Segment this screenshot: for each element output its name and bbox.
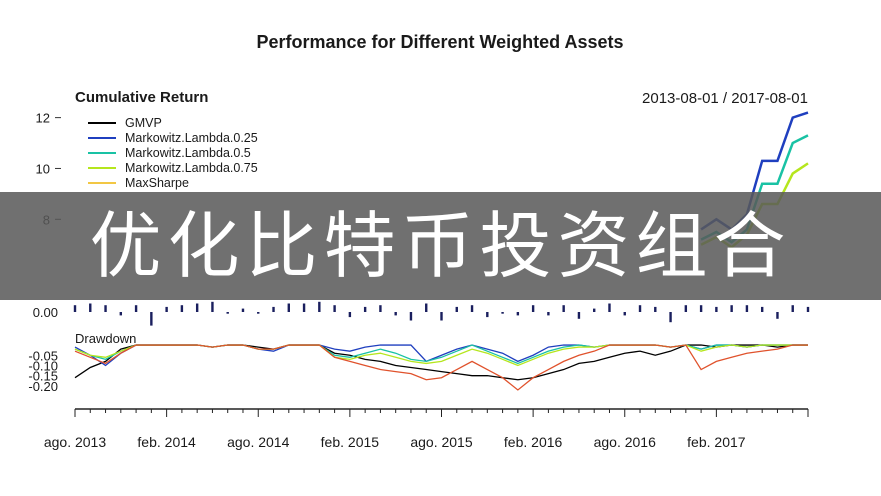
return-bar: [425, 303, 428, 312]
return-bar: [699, 305, 703, 312]
return-bar: [623, 312, 626, 316]
return-bar: [89, 303, 92, 312]
date-range-label: 2013-08-01 / 2017-08-01: [642, 90, 808, 107]
drawdown-y-tick: -0.20: [28, 379, 58, 394]
x-axis-tick-label: ago. 2014: [227, 434, 289, 450]
legend-label: Markowitz.Lambda.0.75: [125, 161, 258, 175]
x-axis-tick-label: ago. 2013: [44, 434, 106, 450]
return-bar: [104, 305, 107, 312]
cumulative-return-y-tick: 10: [36, 161, 50, 176]
return-bar: [379, 305, 382, 312]
return-bar: [363, 306, 367, 312]
return-bar: [577, 312, 581, 319]
return-bar: [409, 312, 413, 321]
x-axis-tick-label: ago. 2015: [410, 434, 472, 450]
return-bar: [593, 308, 596, 312]
drawdown-title: Drawdown: [75, 331, 136, 346]
return-bar: [440, 312, 443, 321]
return-bar: [180, 305, 184, 312]
drawdown-series-line: [74, 344, 808, 391]
cumulative-return-y-tick: 12: [36, 111, 50, 126]
legend-label: Markowitz.Lambda.0.25: [125, 131, 258, 145]
return-bar: [333, 305, 336, 312]
return-bar: [165, 306, 168, 312]
return-bar: [730, 305, 733, 312]
return-bar: [486, 312, 489, 318]
return-bar: [226, 312, 229, 314]
return-bar: [516, 312, 520, 316]
return-bar: [806, 306, 810, 312]
return-bar: [119, 312, 123, 316]
return-bar: [73, 305, 77, 312]
return-bar: [272, 306, 275, 312]
return-bar: [257, 312, 260, 314]
drawdown-y-tick: -0.10: [28, 358, 58, 373]
return-bar: [455, 306, 458, 312]
return-bar: [134, 305, 138, 312]
legend-label: Markowitz.Lambda.0.5: [125, 146, 251, 160]
return-bar: [318, 301, 321, 312]
title-banner: 优化比特币投资组合: [0, 192, 881, 300]
x-axis-tick-label: feb. 2016: [504, 434, 563, 450]
chart-title: Performance for Different Weighted Asset…: [256, 32, 623, 52]
return-bar: [470, 305, 474, 312]
return-bar: [715, 306, 718, 312]
banner-text: 优化比特币投资组合: [89, 204, 792, 288]
return-bar: [654, 306, 657, 312]
return-bar: [547, 312, 550, 316]
drawdown-y-tick: -0.05: [28, 348, 58, 363]
return-bar: [669, 312, 672, 323]
legend-label: MaxSharpe: [125, 176, 189, 190]
cumulative-return-title: Cumulative Return: [75, 89, 208, 106]
drawdown-series-line: [74, 344, 808, 365]
x-axis-tick-label: ago. 2016: [594, 434, 656, 450]
return-bar: [638, 305, 642, 312]
return-bar: [211, 301, 214, 312]
drawdown-y-tick: -0.15: [28, 369, 58, 384]
return-bar: [562, 305, 565, 312]
return-bar: [760, 306, 764, 312]
return-bar: [348, 312, 352, 318]
x-axis-tick-label: feb. 2017: [687, 434, 746, 450]
return-bar: [776, 312, 779, 319]
return-bar: [745, 305, 749, 312]
return-bar: [684, 305, 688, 312]
return-bar: [501, 312, 504, 314]
return-bar: [608, 303, 611, 312]
return-bar: [531, 305, 535, 312]
return-bar: [791, 305, 794, 312]
return-bar: [195, 303, 199, 312]
returns-y-tick: 0.00: [33, 305, 58, 320]
return-bar: [241, 308, 245, 312]
return-bar: [287, 303, 290, 312]
x-axis-tick-label: feb. 2015: [321, 434, 380, 450]
x-axis-tick-label: feb. 2014: [137, 434, 196, 450]
return-bar: [302, 303, 306, 312]
legend-label: GMVP: [125, 116, 162, 130]
return-bar: [394, 312, 397, 316]
return-bar: [150, 312, 153, 326]
